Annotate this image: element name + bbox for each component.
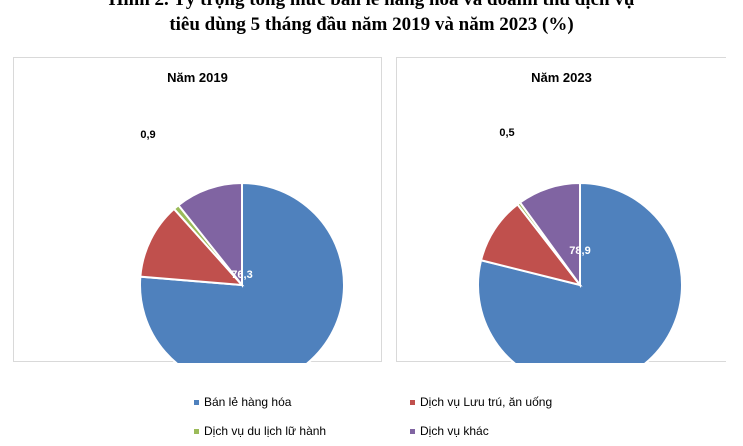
data-label-khac: 10,0: [541, 139, 562, 151]
pie-slice-luu-tru: [479, 202, 583, 287]
pie-chart-2019: 76,3 12,1 0,9 10.7: [139, 129, 345, 363]
chart-title: Năm 2019: [167, 70, 228, 85]
pie-slice-luu-tru: [139, 207, 245, 287]
figure-title: Hình 2. Tỷ trọng tổng mức bán lẻ hàng hó…: [0, 0, 743, 37]
legend-marker: [194, 399, 199, 405]
data-label-ban-le: 78,9: [569, 245, 590, 257]
title-line-1: Hình 2. Tỷ trọng tổng mức bán lẻ hàng hó…: [0, 0, 743, 12]
data-label-du-lich: 0,5: [499, 127, 514, 139]
pie-slice-ban-le: [477, 181, 683, 363]
data-label-khac: 10.7: [195, 143, 216, 155]
legend-label: Bán lẻ hàng hóa: [204, 395, 292, 409]
legend-item: Dịch vụ Lưu trú, ăn uống: [410, 395, 552, 409]
chart-title: Năm 2023: [531, 70, 592, 85]
data-label-du-lich: 0,9: [140, 129, 155, 141]
legend-item: Bán lẻ hàng hóa: [194, 395, 291, 409]
legend-item: Dịch vụ khác: [410, 424, 489, 438]
pie-slice-khac: [518, 181, 581, 289]
title-line-2: tiêu dùng 5 tháng đầu năm 2019 và năm 20…: [169, 14, 574, 35]
data-label-luu-tru: 12,1: [143, 189, 164, 201]
data-label-luu-tru: 10,6: [488, 179, 509, 191]
legend-marker: [410, 428, 415, 434]
chart-panel-2023: Năm 2023 78,9 10,6 0,5 10,0: [396, 57, 726, 363]
legend-label: Dịch vụ Lưu trú, ăn uống: [420, 395, 553, 409]
legend-label: Dịch vụ du lịch lữ hành: [204, 424, 327, 438]
legend-marker: [194, 428, 199, 434]
data-label-ban-le: 76,3: [231, 269, 252, 281]
chart-panel-2019: Năm 2019 76,3 12,1 0,9 10.7: [13, 57, 382, 363]
legend-label: Dịch vụ khác: [420, 424, 489, 438]
pie-slice-khac: [177, 181, 243, 288]
legend-item: Dịch vụ du lịch lữ hành: [194, 424, 326, 438]
pie-chart-2023: 78,9 10,6 0,5 10,0: [477, 127, 683, 363]
legend-marker: [410, 399, 415, 405]
pie-slice-ban-le: [139, 181, 345, 363]
